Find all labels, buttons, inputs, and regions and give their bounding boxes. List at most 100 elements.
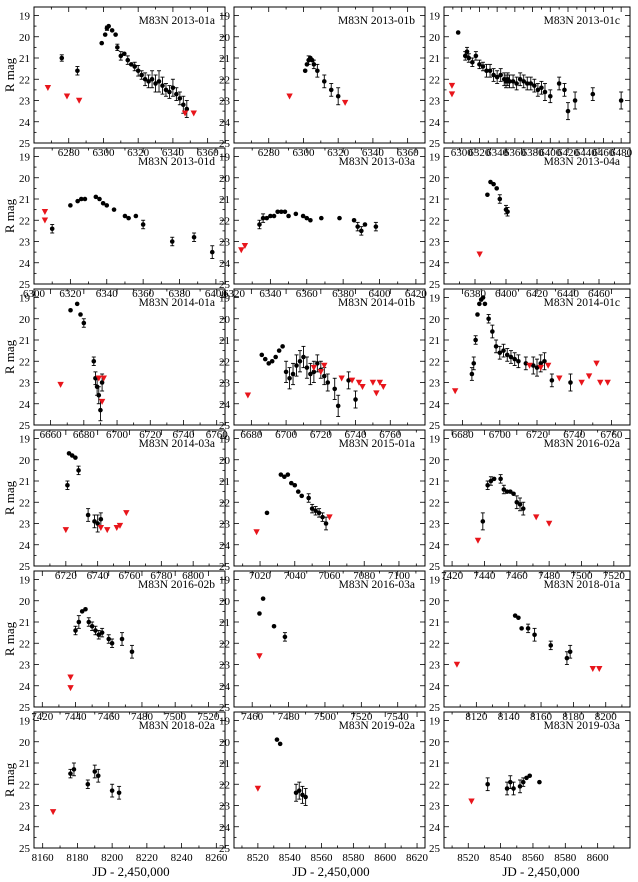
y-tick-label: 24 (19, 399, 31, 411)
detection-point (282, 634, 288, 640)
detection-point (355, 224, 360, 229)
x-tick-label: 6380 (522, 147, 545, 159)
detection-point (149, 76, 155, 82)
y-tick-label: 22 (219, 779, 230, 791)
x-tick-label: 6400 (369, 288, 392, 300)
upper-limit-marker (476, 251, 483, 258)
y-tick-label: 20 (219, 314, 231, 326)
y-tick-label: 20 (429, 596, 441, 608)
x-tick-label: 6720 (139, 429, 162, 441)
y-tick-label: 25 (429, 561, 441, 573)
y-tick-label: 20 (219, 455, 231, 467)
detection-point (89, 623, 95, 629)
detection-point (100, 200, 106, 206)
detection-point (129, 649, 135, 655)
upper-limit-marker (537, 364, 544, 371)
upper-limit-marker (545, 520, 553, 527)
detection-point (121, 51, 127, 57)
detection-point (306, 495, 311, 501)
detection-point (73, 455, 78, 460)
detection-point (118, 53, 124, 59)
detection-point (95, 773, 101, 779)
x-tick-label: 8540 (490, 852, 513, 864)
x-tick-label: 8620 (406, 852, 429, 864)
y-axis-label-row-2: R mag (2, 198, 17, 233)
y-tick-label: 20 (219, 596, 231, 608)
panel-18: 19 20 21 22 23 24 25 8520 8540 8560 8580 8600 M83N 2… (429, 711, 631, 864)
detection-point (109, 28, 115, 33)
detection-point (76, 468, 81, 473)
detection-point (290, 371, 296, 377)
x-tick-label: 6740 (563, 429, 586, 441)
panel-title: M83N 2013-01b (338, 15, 415, 27)
y-tick-label: 19 (19, 11, 31, 23)
x-axis-label-col-3: JD - 2,450,000 (502, 864, 579, 879)
detection-point (321, 373, 327, 379)
detection-point (485, 192, 490, 198)
detection-point (321, 79, 327, 84)
x-tick-label: 6320 (59, 288, 82, 300)
detection-point (359, 228, 364, 234)
y-tick-label: 24 (19, 117, 31, 129)
y-tick-label: 24 (429, 540, 441, 552)
x-tick-label: 7460 (506, 570, 529, 582)
y-tick-label: 19 (429, 293, 441, 305)
y-tick-label: 19 (429, 575, 441, 587)
x-tick-label: 6340 (362, 147, 385, 159)
y-tick-label: 25 (19, 279, 31, 291)
x-tick-label: 6320 (468, 147, 491, 159)
detection-point (564, 655, 570, 661)
detection-point (524, 81, 530, 86)
detection-point (527, 773, 533, 779)
x-tick-label: 6360 (296, 288, 319, 300)
y-tick-label: 19 (429, 434, 441, 446)
x-tick-label: 6780 (150, 570, 173, 582)
x-tick-label: 6280 (58, 147, 81, 159)
y-tick-label: 22 (429, 74, 440, 86)
x-tick-label: 8600 (587, 852, 610, 864)
upper-limit-marker (310, 364, 318, 371)
detection-point (491, 476, 497, 482)
detection-point (539, 85, 544, 91)
detection-point (174, 91, 179, 97)
y-tick-label: 19 (19, 434, 31, 446)
x-tick-label: 7440 (473, 570, 496, 582)
y-axis-label-row-1: R mag (2, 57, 17, 92)
y-tick-label: 22 (429, 638, 440, 650)
detection-point (82, 196, 88, 202)
detection-point (74, 301, 80, 307)
x-tick-label: 8160 (530, 711, 553, 723)
x-tick-label: 8560 (311, 852, 334, 864)
y-tick-label: 24 (19, 540, 31, 552)
y-tick-label: 23 (429, 519, 441, 531)
detection-point (102, 32, 108, 37)
upper-limit-marker (596, 665, 603, 672)
x-tick-label: 6340 (162, 147, 185, 159)
detection-point (109, 788, 115, 793)
upper-limit-marker (526, 362, 533, 369)
x-tick-label: 6300 (92, 147, 115, 159)
detection-point (490, 329, 495, 334)
detection-point (308, 217, 313, 223)
detection-point (97, 196, 102, 202)
detection-point (493, 344, 499, 349)
y-tick-label: 22 (219, 215, 230, 227)
detection-point (530, 363, 536, 368)
detection-point (528, 81, 534, 86)
upper-limit-marker (369, 379, 377, 386)
upper-limit-marker (544, 362, 552, 369)
y-axis-label-row-3: R mag (2, 339, 17, 374)
y-tick-label: 21 (19, 476, 30, 488)
panel-frame (443, 570, 631, 708)
detection-point (292, 482, 298, 488)
detection-point (85, 781, 91, 787)
upper-limit-marker (376, 379, 384, 386)
detection-point (264, 510, 270, 516)
y-tick-label: 23 (19, 237, 31, 249)
y-tick-label: 20 (19, 596, 31, 608)
panel-17: 19 20 21 22 23 24 25 8520 8540 8560 8580 8600 8620 M8… (219, 711, 429, 864)
x-tick-label: 6360 (197, 147, 220, 159)
detection-point (491, 72, 496, 78)
x-tick-label: 6700 (489, 429, 512, 441)
